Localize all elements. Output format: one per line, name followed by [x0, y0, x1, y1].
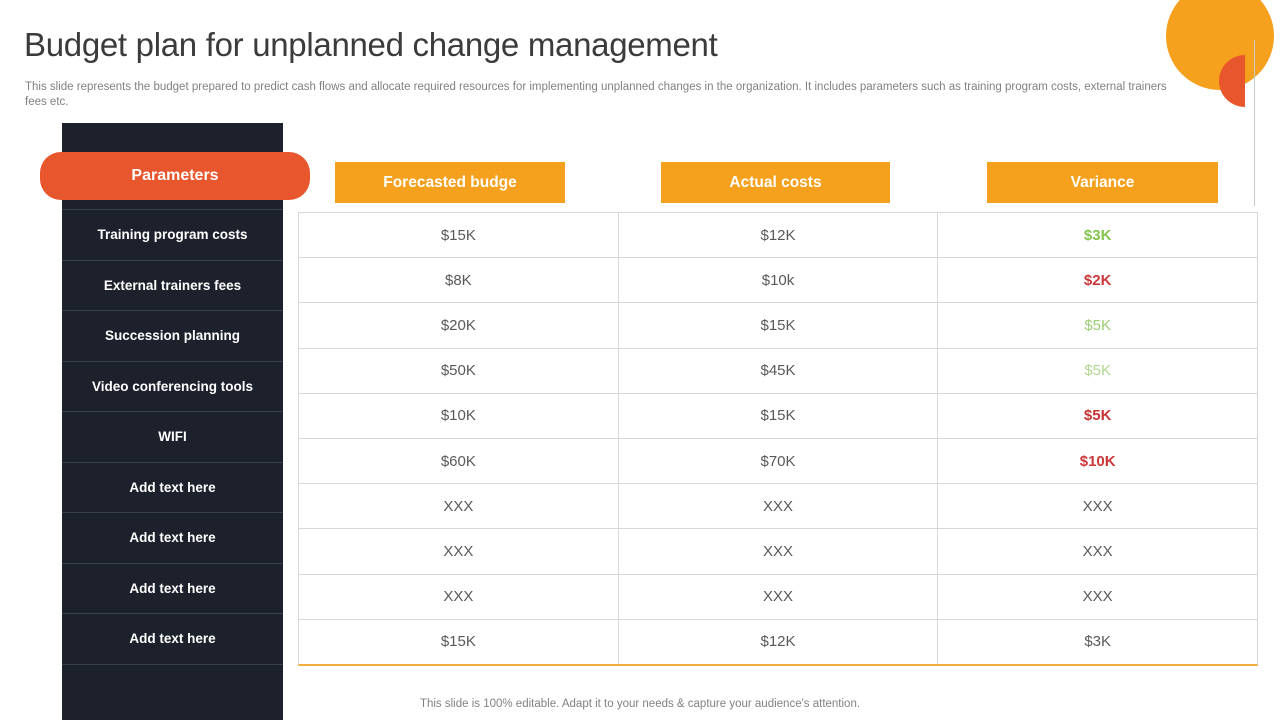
sidebar-item[interactable]: Add text here — [62, 463, 283, 513]
sidebar-item[interactable]: Succession planning — [62, 311, 283, 362]
table-cell-variance[interactable]: XXX — [937, 529, 1257, 574]
table-cell-forecasted[interactable]: $15K — [440, 633, 476, 651]
budget-table-body: $15K $12K $3K $8K $10k $2K $20K $15K $5K $50K $45K… — [298, 212, 1258, 666]
table-cell-forecasted[interactable]: XXX — [443, 543, 474, 561]
table-cell-forecasted[interactable]: $20K — [440, 317, 476, 334]
parameters-header-pill[interactable]: Parameters — [40, 152, 310, 200]
table-cell-actual[interactable]: XXX — [617, 574, 938, 619]
table-cell-forecasted[interactable]: $8K — [444, 271, 472, 289]
parameters-header-label: Parameters — [131, 167, 219, 184]
table-cell-actual[interactable]: $45K — [617, 348, 938, 393]
table-cell-actual[interactable]: $10k — [617, 258, 938, 303]
column-header-actual[interactable]: Actual costs — [661, 162, 890, 203]
table-cell-variance[interactable]: $3K — [937, 619, 1257, 665]
table-cell-actual[interactable]: $12K — [617, 619, 938, 665]
table-cell-actual[interactable]: $15K — [617, 303, 938, 348]
table-cell-variance[interactable]: $5K — [937, 303, 1257, 348]
decorative-vertical-line — [1254, 40, 1255, 206]
table-cell-actual[interactable]: $12K — [617, 213, 938, 258]
slide-description: This slide represents the budget prepare… — [25, 81, 1167, 109]
page-title: Budget plan for unplanned change managem… — [24, 26, 718, 63]
table-cell-variance[interactable]: $2K — [937, 258, 1257, 303]
sidebar-item[interactable]: Add text here — [62, 564, 283, 614]
sidebar-item[interactable]: WIFI — [62, 412, 283, 463]
table-cell-forecasted[interactable]: $60K — [440, 452, 476, 470]
table-cell-forecasted[interactable]: $15K — [440, 226, 476, 244]
sidebar-item[interactable]: Add text here — [62, 614, 283, 665]
table-cell-forecasted[interactable]: XXX — [443, 588, 474, 606]
table-row: $20K $15K $5K — [299, 303, 1257, 349]
table-row: $60K $70K $10K — [299, 439, 1257, 485]
table-row: $10K $15K $5K — [299, 393, 1257, 440]
parameters-sidebar-panel — [62, 123, 283, 720]
column-header-forecasted[interactable]: Forecasted budge — [335, 162, 565, 203]
table-row: $15K $12K $3K — [299, 213, 1257, 259]
table-cell-variance[interactable]: $5K — [937, 348, 1257, 393]
table-row: $15K $12K $3K — [299, 619, 1257, 665]
table-cell-forecasted[interactable]: $10K — [440, 407, 476, 425]
table-row: $8K $10k $2K — [299, 258, 1257, 304]
table-cell-actual[interactable]: XXX — [617, 529, 938, 574]
table-cell-variance[interactable]: $5K — [937, 393, 1257, 439]
sidebar-items: Training program costs External trainers … — [62, 209, 283, 665]
sidebar-item[interactable]: External trainers fees — [62, 261, 283, 311]
table-cell-forecasted[interactable]: $50K — [440, 362, 476, 380]
table-cell-actual[interactable]: XXX — [617, 484, 938, 529]
table-cell-forecasted[interactable]: XXX — [443, 497, 474, 515]
column-header-variance[interactable]: Variance — [987, 162, 1218, 203]
table-cell-variance[interactable]: $3K — [937, 213, 1257, 258]
table-cell-variance[interactable]: XXX — [937, 484, 1257, 529]
sidebar-item[interactable]: Video conferencing tools — [62, 362, 283, 412]
footer-note: This slide is 100% editable. Adapt it to… — [419, 698, 861, 710]
table-row: $50K $45K $5K — [299, 348, 1257, 394]
table-cell-variance[interactable]: $10K — [937, 439, 1257, 484]
sidebar-item[interactable]: Add text here — [62, 513, 283, 564]
table-row: XXX XXX XXX — [299, 484, 1257, 530]
table-cell-actual[interactable]: $15K — [617, 393, 938, 439]
table-row: XXX XXX XXX — [299, 574, 1257, 620]
table-cell-variance[interactable]: XXX — [937, 574, 1257, 619]
table-row: XXX XXX XXX — [299, 529, 1257, 575]
sidebar-item[interactable]: Training program costs — [62, 210, 283, 261]
table-cell-actual[interactable]: $70K — [617, 439, 938, 484]
